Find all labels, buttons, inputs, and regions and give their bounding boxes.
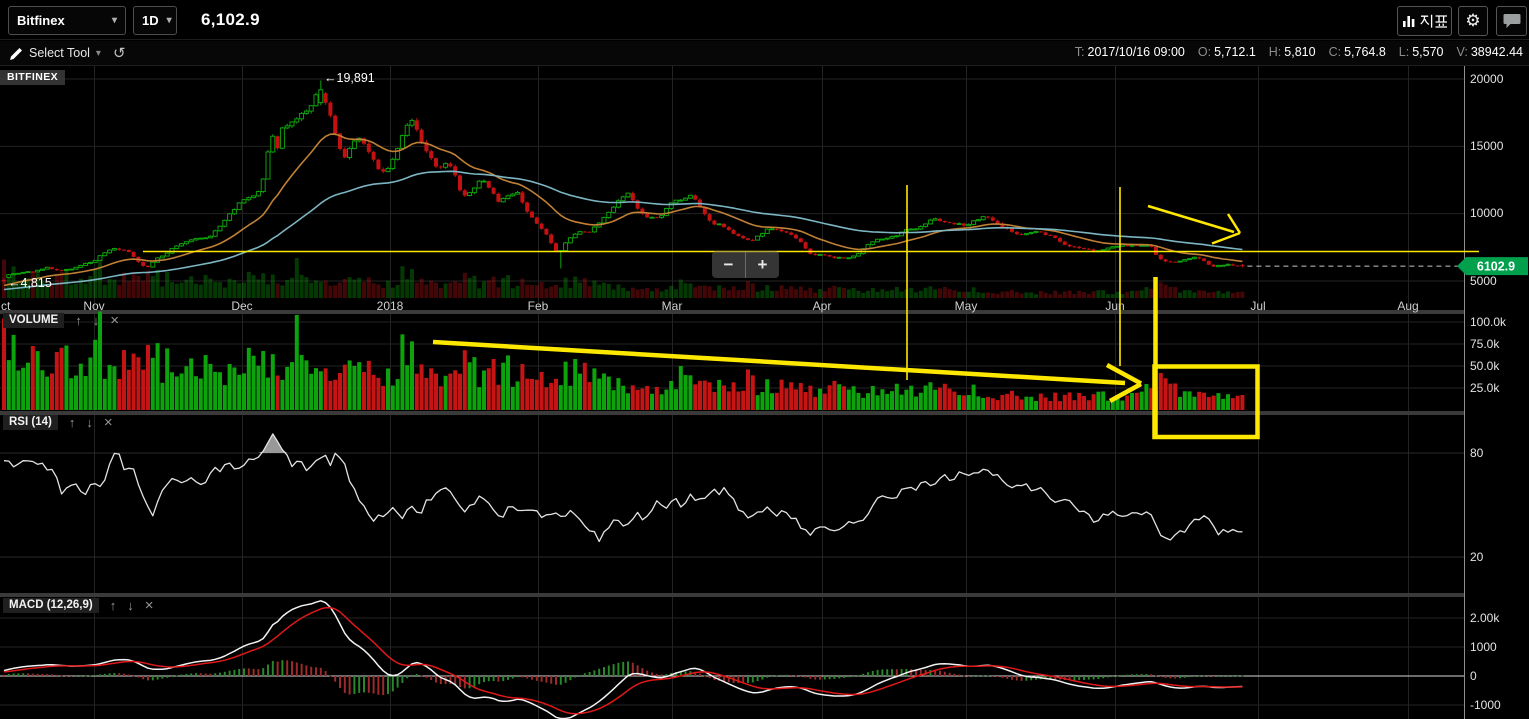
last-price-line-and-tag: 6102.9 (1247, 257, 1528, 276)
month-label: Mar (661, 299, 683, 313)
close-icon[interactable]: × (110, 312, 119, 329)
bar-chart-icon (1402, 16, 1414, 27)
macd-tick-label: -1000 (1470, 697, 1501, 712)
exchange-label: BITFINEX (0, 70, 66, 85)
move-up-icon[interactable]: ↑ (75, 313, 82, 328)
macd-tick-label: 0 (1470, 668, 1477, 683)
select-tool-button[interactable]: Select Tool ▾ ↺ (10, 44, 126, 62)
drawing-toolbar: Select Tool ▾ ↺ T: 2017/10/16 09:00 O: 5,7… (0, 41, 1529, 66)
timeframe-select[interactable]: 1D ▾ (133, 6, 177, 35)
symbol-label: Bitfinex (17, 13, 65, 28)
month-label: Dec (231, 299, 253, 313)
price-tick-label: 15000 (1470, 138, 1504, 153)
macd-tick-label: 2.00k (1470, 610, 1500, 625)
volume-tick-label: 75.0k (1470, 336, 1500, 351)
zoom-controls: − + (712, 251, 779, 278)
indicators-button[interactable] (1397, 6, 1452, 36)
svg-text:6102.9: 6102.9 (1477, 260, 1515, 274)
candlestick-series (2, 80, 1245, 284)
month-label: ct (1, 299, 11, 313)
month-label: Feb (527, 299, 549, 313)
move-up-icon[interactable]: ↑ (109, 598, 117, 613)
month-label: Aug (1397, 299, 1419, 313)
volume-series (2, 311, 1245, 410)
indicators-label-glyphs (1419, 14, 1447, 28)
close-icon[interactable]: × (144, 597, 154, 614)
macd-tick-label: 1000 (1470, 639, 1497, 654)
chevron-down-icon: ▾ (95, 47, 101, 59)
rsi-tick-label: 20 (1470, 549, 1484, 564)
volume-tick-label: 50.0k (1470, 358, 1500, 373)
top-toolbar: Bitfinex ▾ 1D ▾ 6,102.9 ⚙ (0, 0, 1529, 40)
rsi-line (3, 433, 1243, 543)
macd-panel-header: MACD (12,26,9) ↑ ↓ × (3, 598, 153, 613)
chat-bubble-icon (1503, 14, 1520, 28)
rsi-tick-label: 80 (1470, 445, 1484, 460)
chat-button[interactable] (1496, 6, 1527, 36)
low-price-annotation: ←4,815 (8, 276, 52, 290)
month-label: 2018 (376, 299, 404, 313)
move-down-icon[interactable]: ↓ (92, 313, 100, 328)
rsi-panel-header: RSI (14) ↑ ↓ × (3, 415, 113, 430)
price-tick-label: 20000 (1470, 71, 1504, 86)
price-tick-label: 5000 (1470, 273, 1497, 288)
month-label: Nov (83, 299, 105, 313)
month-label: May (954, 299, 978, 313)
undo-icon[interactable]: ↺ (112, 45, 126, 62)
month-label: Jul (1250, 299, 1266, 313)
symbol-select[interactable]: Bitfinex ▾ (8, 6, 126, 35)
peak-price-annotation: ←19,891 (324, 71, 375, 85)
volume-panel-title: VOLUME (3, 313, 65, 328)
chevron-down-icon: ▾ (166, 15, 172, 26)
month-label: Apr (812, 299, 832, 313)
move-up-icon[interactable]: ↑ (68, 415, 76, 430)
timeframe-label: 1D (142, 13, 159, 28)
zoom-out-button[interactable]: − (712, 251, 746, 278)
price-tick-label: 10000 (1470, 206, 1504, 221)
volume-panel-header: VOLUME ↑ ↓ × (3, 313, 119, 328)
select-tool-label: Select Tool (29, 46, 90, 60)
settings-button[interactable]: ⚙ (1458, 6, 1488, 36)
volume-tick-label: 25.0k (1470, 380, 1500, 395)
macd-series (3, 600, 1244, 719)
macd-panel-title: MACD (12,26,9) (3, 598, 99, 613)
moving-average-lines (3, 133, 1243, 291)
pencil-icon (10, 47, 22, 60)
chevron-down-icon: ▾ (111, 15, 117, 26)
main-volume-overlay (2, 256, 1245, 298)
move-down-icon[interactable]: ↓ (127, 598, 134, 613)
rsi-panel-title: RSI (14) (3, 415, 58, 430)
pane-separators (0, 310, 1464, 597)
gear-icon: ⚙ (1465, 11, 1481, 30)
volume-tick-label: 100.0k (1470, 314, 1507, 329)
move-down-icon[interactable]: ↓ (86, 415, 93, 430)
month-label: Jun (1105, 299, 1125, 313)
close-icon[interactable]: × (103, 414, 113, 431)
ohlc-info: T: 2017/10/16 09:00 O: 5,712.1 H: 5,810 C: 5… (1074, 45, 1523, 59)
drawn-annotations[interactable] (143, 185, 1479, 440)
zoom-in-button[interactable]: + (757, 254, 768, 274)
current-price: 6,102.9 (201, 10, 260, 29)
